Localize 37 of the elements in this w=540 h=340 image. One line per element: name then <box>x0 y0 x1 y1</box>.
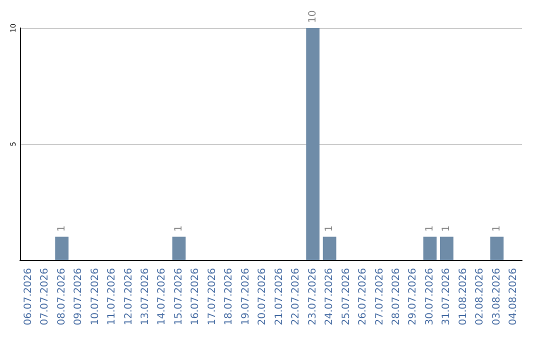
x-tick-label: 01.08.2026 <box>458 268 469 326</box>
x-tick-label: 19.07.2026 <box>240 268 252 326</box>
x-tick-label: 07.07.2026 <box>40 268 51 326</box>
x-tick-label: 18.07.2026 <box>224 268 235 326</box>
x-tick-label: 03.08.2026 <box>491 268 502 326</box>
x-tick-label: 17.07.2026 <box>206 268 218 326</box>
x-tick-label: 20.07.2026 <box>257 268 268 326</box>
x-tick-label: 22.07.2026 <box>290 268 302 326</box>
data-label: 1 <box>324 225 336 232</box>
x-tick-label: 16.07.2026 <box>190 268 202 326</box>
x-tick-label: 12.07.2026 <box>123 268 134 326</box>
x-tick-label: 04.08.2026 <box>508 268 520 326</box>
data-label: 1 <box>491 225 502 232</box>
x-tick-label: 27.07.2026 <box>374 268 386 326</box>
data-label: 1 <box>424 225 436 232</box>
x-tick-label: 09.07.2026 <box>73 268 84 326</box>
x-tick-label: 21.07.2026 <box>274 268 285 326</box>
x-tick-label: 23.07.2026 <box>307 268 318 326</box>
x-tick-label: 14.07.2026 <box>156 268 168 326</box>
x-tick-label: 15.07.2026 <box>173 268 184 326</box>
x-tick-label: 30.07.2026 <box>424 268 436 326</box>
x-tick-label: 24.07.2026 <box>324 268 336 326</box>
data-label: 1 <box>56 225 68 232</box>
x-tick-label: 06.07.2026 <box>22 268 34 326</box>
x-tick-label: 10.07.2026 <box>90 268 101 326</box>
x-tick-label: 25.07.2026 <box>340 268 352 326</box>
data-label: 1 <box>173 225 184 232</box>
x-tick-label: 28.07.2026 <box>391 268 402 326</box>
x-tick-label: 31.07.2026 <box>441 268 452 326</box>
x-tick-label: 29.07.2026 <box>408 268 419 326</box>
x-tick-label: 11.07.2026 <box>106 268 118 326</box>
x-tick-label: 26.07.2026 <box>358 268 369 326</box>
data-label: 10 <box>307 10 318 23</box>
x-tick-label: 13.07.2026 <box>140 268 151 326</box>
data-label: 1 <box>441 225 452 232</box>
x-tick-label: 02.08.2026 <box>474 268 486 326</box>
x-tick-label: 08.07.2026 <box>56 268 68 326</box>
